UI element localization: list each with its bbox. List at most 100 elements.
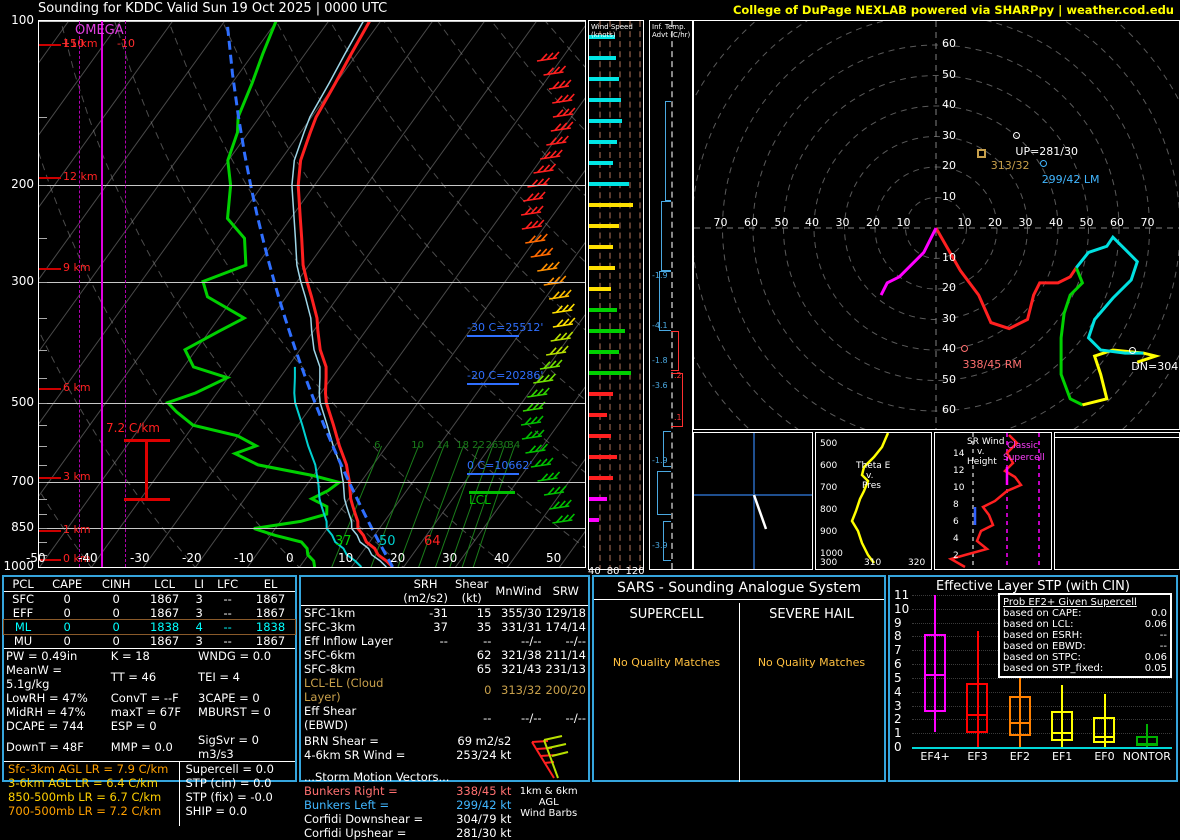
wind-speed-gridline (639, 21, 641, 569)
wind-speed-bar (589, 98, 621, 102)
temperature-axis-label: 20 (390, 551, 406, 565)
pressure-tick (39, 528, 47, 530)
prob-value: 0.06 (1144, 652, 1167, 663)
table-row[interactable]: ML 0 0 1838 4 -- 1838 (3, 619, 296, 635)
boxplot-box[interactable] (1093, 716, 1116, 743)
kinematics-col-header: MnWind (493, 577, 544, 606)
stp-y-tick: 7 (894, 643, 902, 658)
sr-wind-panel[interactable]: SR Wind v. Height Classic Supercell 2 4 6 8 1… (934, 432, 1052, 570)
table-row[interactable]: MU 0 0 1867 3 -- 1867 (4, 634, 295, 648)
wind-barb (520, 415, 544, 426)
boxplot-box[interactable] (1008, 695, 1031, 736)
table-row[interactable]: SFC 0 0 1867 3 -- 1867 (4, 592, 295, 606)
srwind-y-tick: 8 (953, 500, 959, 510)
wind-barb (552, 317, 576, 328)
page-title: Sounding for KDDC Valid Sun 19 Oct 2025 … (38, 1, 388, 16)
temp-advection-segment (671, 373, 683, 427)
stp-y-tick: 8 (894, 629, 902, 644)
index-col1: PW = 0.49in (6, 649, 78, 663)
kinematics-col-header: SRW (543, 577, 588, 606)
pressure-tick (39, 482, 47, 484)
stp-y-tick: 9 (894, 615, 902, 630)
hodograph-dn-marker: DN=304 (1131, 360, 1179, 374)
wind-speed-bar (589, 119, 622, 123)
composite-row: STP (fix) = -0.0 (182, 790, 295, 804)
boxplot-box[interactable] (1051, 711, 1074, 742)
skewt-trace (293, 366, 363, 567)
table-row[interactable]: EFF 0 0 1867 3 -- 1867 (4, 606, 295, 620)
stp-gridline (912, 691, 1172, 693)
prob-row: based on STPC: 0.06 (1003, 652, 1167, 663)
table-row[interactable]: SFC-1km -31 15 355/30 129/18 (301, 606, 588, 620)
wind-barb (550, 121, 574, 132)
boxplot-whisker (1145, 723, 1148, 747)
boxplot-box[interactable] (966, 683, 989, 734)
wind-barb (522, 191, 546, 202)
kinematics-shear: 65 (476, 662, 492, 676)
sr-wind-value: 253/24 kt (456, 748, 512, 762)
parcel-pcl: EFF (12, 606, 34, 620)
prob-label: based on ESRH: (1003, 630, 1083, 641)
boxplot-box[interactable] (924, 633, 947, 713)
wind-speed-panel[interactable] (588, 20, 644, 570)
storm-motion-label: Bunkers Right = (304, 784, 398, 798)
hodograph-panel[interactable]: 70 60 50 40 30 20 10 10 20 30 40 50 60 70 10 20 30 40 50 60… (693, 20, 1180, 430)
wind-speed-gridline (629, 21, 631, 569)
wind-speed-ticks: 40 80 120 (588, 566, 648, 577)
parcel-cinh: 0 (112, 592, 120, 606)
kinematics-panel[interactable]: SRH (m2/s2) Shear (kt) MnWind SRW SFC-1km -31… (299, 575, 590, 840)
kinematics-shear: -- (483, 711, 492, 725)
pressure-label: 850 (11, 520, 34, 535)
hodograph-x-tick-left: 70 (713, 216, 728, 229)
barb-caption-line1: 1km & 6km AGL (519, 786, 578, 808)
surface-dewpoint-label: 37 (335, 534, 352, 549)
table-row[interactable]: Eff Shear (EBWD) -- --/-- --/-- (301, 704, 588, 732)
omega-right (125, 21, 126, 567)
wind-barb-legend: 1km & 6km AGL Wind Barbs (511, 732, 586, 819)
parcel-lfc: -- (223, 592, 232, 606)
sars-panel[interactable]: SARS - Sounding Analogue System SUPERCEL… (592, 575, 886, 782)
index-col1: DCAPE = 744 (6, 719, 84, 733)
storm-motion-value: 304/79 kt (456, 812, 512, 826)
skewt-panel[interactable]: 6 10 14 18 22 26 30 34 15 km 12 km 9 km 6 km 3 km 1 k… (0, 13, 588, 573)
hodograph-y-tick-down: 10 (942, 250, 956, 264)
sr-wind-label: 4-6km SR Wind = (304, 748, 406, 762)
temperature-axis-label: -20 (182, 551, 202, 565)
parcel-el: 1867 (255, 634, 286, 648)
pressure-tick (39, 464, 47, 466)
storm-motion-value: 281/30 kt (456, 826, 512, 840)
minus30-annotation-underline (467, 335, 519, 337)
index-col1: MidRH = 47% (6, 705, 86, 719)
pressure-label: 100 (11, 13, 34, 27)
brn-shear-value: 69 m2/s2 (457, 734, 512, 748)
mixing-ratio-label: 26 (485, 439, 499, 451)
temp-advection-panel[interactable]: -3.6 -4.1 -3.9 .1 .2 -1.9 -1.8 -1.9 (649, 20, 693, 570)
wind-speed-bar (589, 392, 613, 396)
srwind-y-tick: 2 (953, 551, 959, 561)
srwind-title-line3: Height (967, 457, 997, 467)
table-row[interactable]: SFC-3km 37 35 331/31 174/14 (301, 620, 588, 634)
table-row[interactable]: LCL-EL (Cloud Layer) 0 313/32 200/20 (301, 676, 588, 704)
slinky-trace (752, 494, 768, 530)
hazard-type-panel[interactable] (1054, 432, 1180, 570)
pressure-tick (39, 542, 47, 544)
wind-speed-bar (589, 350, 619, 354)
boxplot-median (1051, 731, 1074, 734)
table-row[interactable]: SFC-8km 65 321/43 231/13 (301, 662, 588, 676)
storm-motion-label: Corfidi Upshear = (304, 826, 407, 840)
skewt-plot-area[interactable]: 6 10 14 18 22 26 30 34 15 km 12 km 9 km 6 km 3 km 1 k… (38, 20, 586, 568)
storm-slinky-panel[interactable] (693, 432, 813, 570)
theta-e-panel[interactable]: 500 600 700 800 900 1000 300 310 320 Theta E v. P… (815, 432, 932, 570)
pressure-tick (39, 185, 47, 187)
wind-barb (520, 205, 544, 216)
table-row[interactable]: SFC-6km 62 321/38 211/14 (301, 648, 588, 662)
zero-annotation: 0 C=10662' (467, 459, 533, 472)
thermodynamics-panel[interactable]: PCL CAPE CINH LCL LI LFC EL SFC 0 0 1867 3 -- 1867 EFF… (2, 575, 297, 826)
srwind-region-line1: Classic (1007, 441, 1039, 451)
stp-y-tick: 5 (894, 670, 902, 685)
mixing-ratio-label: 30 (497, 439, 510, 451)
prob-row: based on EBWD: -- (1003, 641, 1167, 652)
table-row[interactable]: Eff Inflow Layer -- -- --/-- --/-- (301, 634, 588, 648)
omega-minus-label: -10 (117, 37, 135, 50)
